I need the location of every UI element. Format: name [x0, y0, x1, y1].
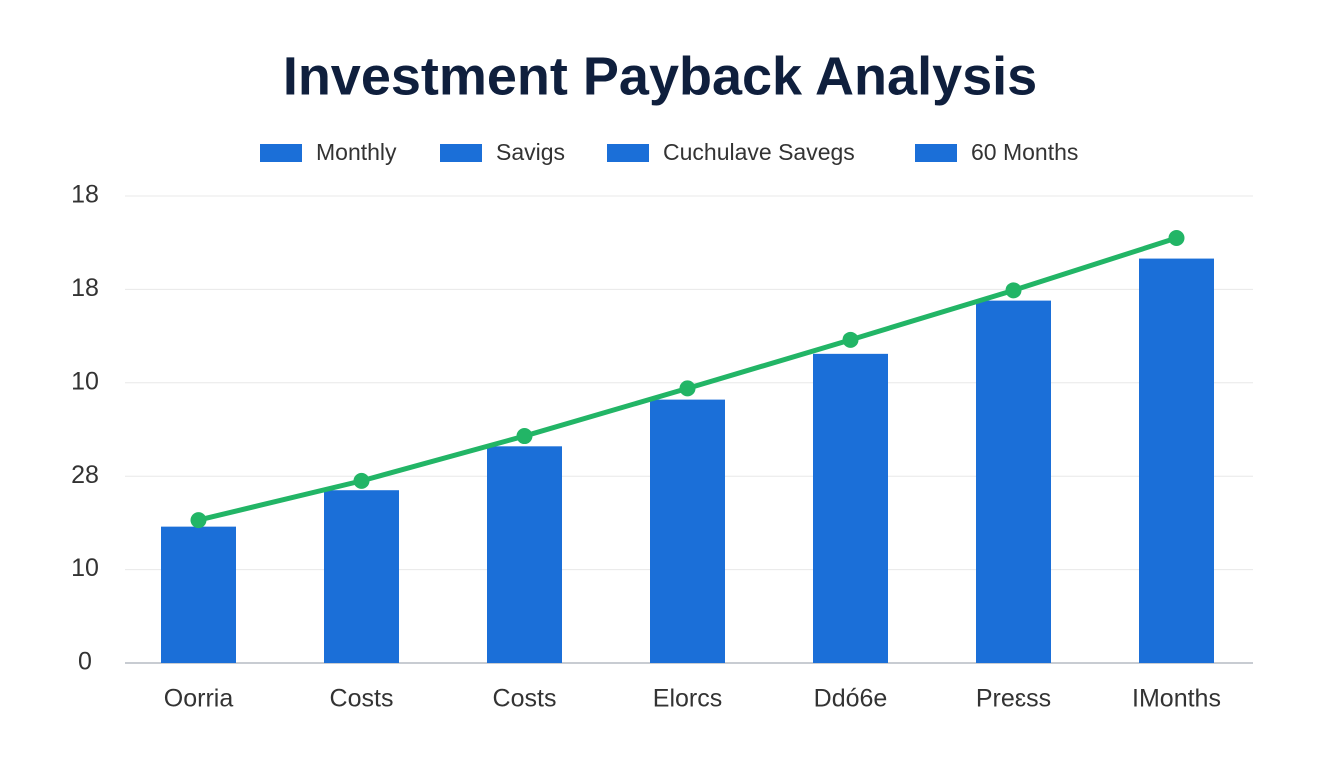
legend-swatch	[440, 144, 482, 162]
line-point	[516, 428, 533, 445]
bar	[813, 353, 888, 663]
bar	[487, 446, 562, 663]
x-tick-label: Elorcs	[653, 685, 722, 713]
legend-swatch	[607, 144, 649, 162]
bar	[650, 399, 725, 663]
bar	[1139, 258, 1214, 663]
y-tick-label: 0	[78, 648, 92, 676]
bar	[976, 300, 1051, 663]
y-tick-label: 10	[71, 554, 99, 582]
legend-label: Cuchulave Savegs	[663, 139, 855, 165]
bar	[161, 526, 236, 663]
legend-label: Savigs	[496, 139, 565, 165]
x-tick-label: IMonths	[1132, 685, 1221, 713]
line-point	[1168, 230, 1185, 247]
legend-label: 60 Months	[971, 139, 1078, 165]
y-tick-label: 10	[71, 367, 99, 395]
legend-swatch	[915, 144, 957, 162]
x-tick-label: Costs	[330, 685, 394, 713]
line-point	[353, 472, 370, 489]
x-tick-label: Oorria	[164, 685, 234, 713]
legend-swatch	[260, 144, 302, 162]
bar	[324, 490, 399, 663]
x-tick-label: Preɛss	[976, 685, 1051, 713]
line-point	[190, 512, 207, 529]
x-tick-label: Ddó6e	[814, 685, 888, 713]
y-tick-label: 18	[71, 181, 99, 209]
legend-label: Monthly	[316, 139, 397, 165]
line-point	[1005, 282, 1022, 299]
line-point	[842, 331, 859, 348]
line-point	[679, 380, 696, 397]
x-tick-label: Costs	[493, 685, 557, 713]
y-tick-label: 18	[71, 274, 99, 302]
chart-title: Investment Payback Analysis	[283, 46, 1037, 106]
y-tick-label: 28	[71, 461, 99, 489]
